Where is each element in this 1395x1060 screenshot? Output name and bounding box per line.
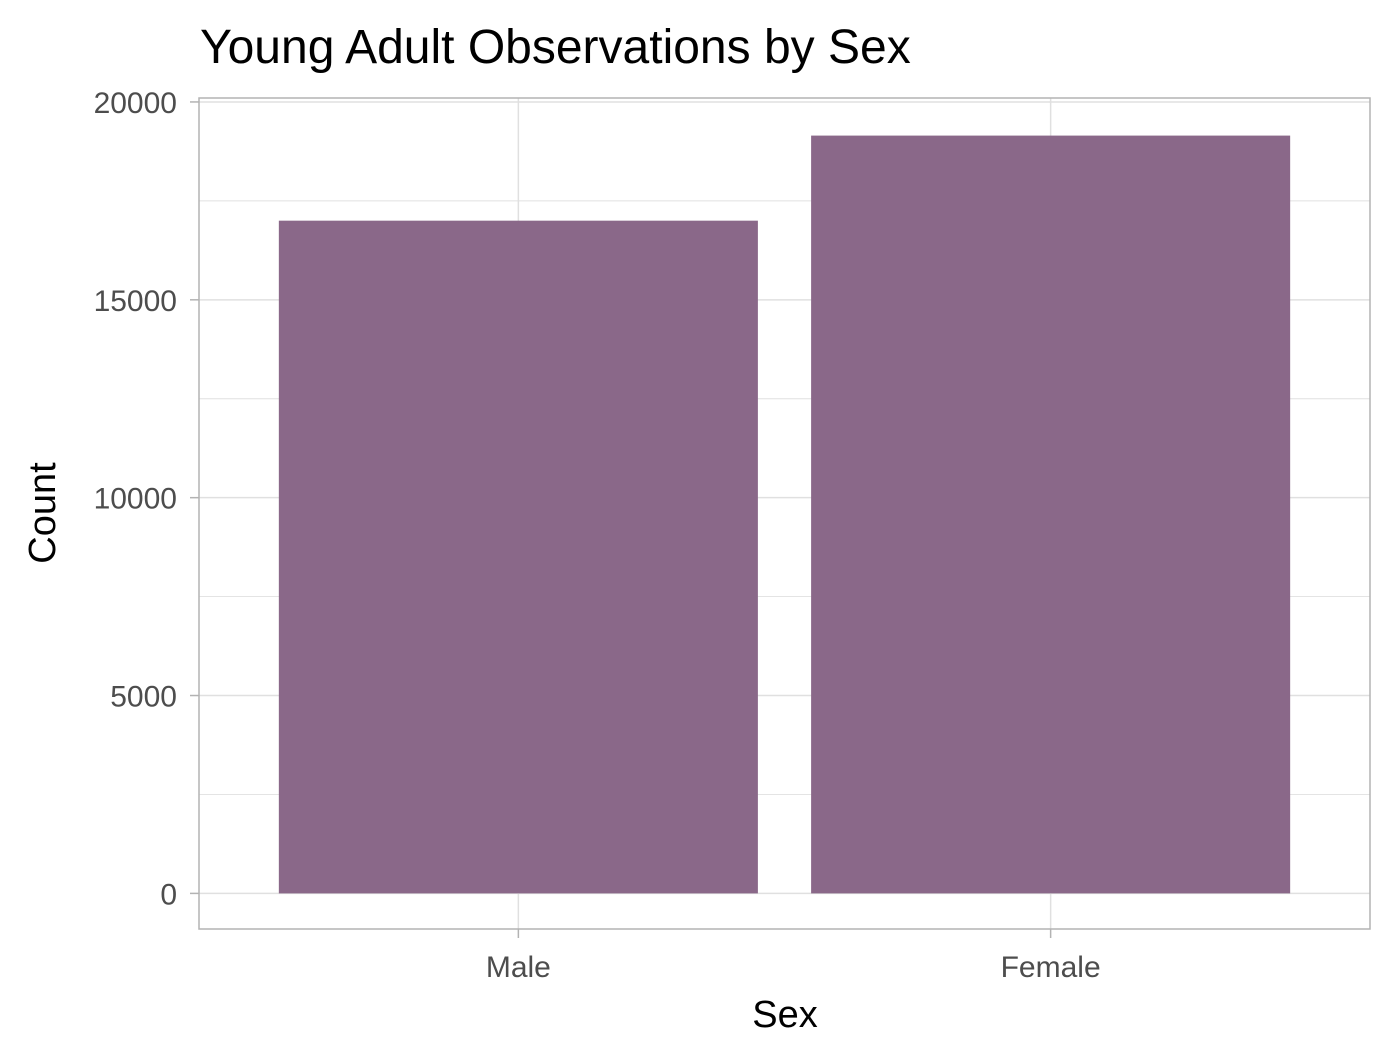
- x-tick-label: Male: [486, 951, 551, 984]
- panel-border: [198, 97, 1371, 930]
- y-axis-title: Count: [22, 462, 64, 564]
- y-tick-label: 20000: [94, 87, 177, 120]
- bar-female: [811, 135, 1291, 894]
- bars: [278, 135, 1291, 894]
- y-tick-label: 5000: [110, 681, 177, 714]
- x-axis-ticks: Male Female: [486, 929, 1101, 984]
- y-tick-label: 15000: [94, 285, 177, 318]
- x-axis-title: Sex: [752, 994, 817, 1036]
- x-tick-label: Female: [1001, 951, 1101, 984]
- bar-male: [278, 220, 758, 894]
- y-tick-label: 10000: [94, 483, 177, 516]
- y-axis-ticks: 0 5000 10000 15000 20000: [94, 87, 199, 911]
- chart-title: Young Adult Observations by Sex: [200, 21, 911, 74]
- y-tick-label: 0: [160, 878, 177, 911]
